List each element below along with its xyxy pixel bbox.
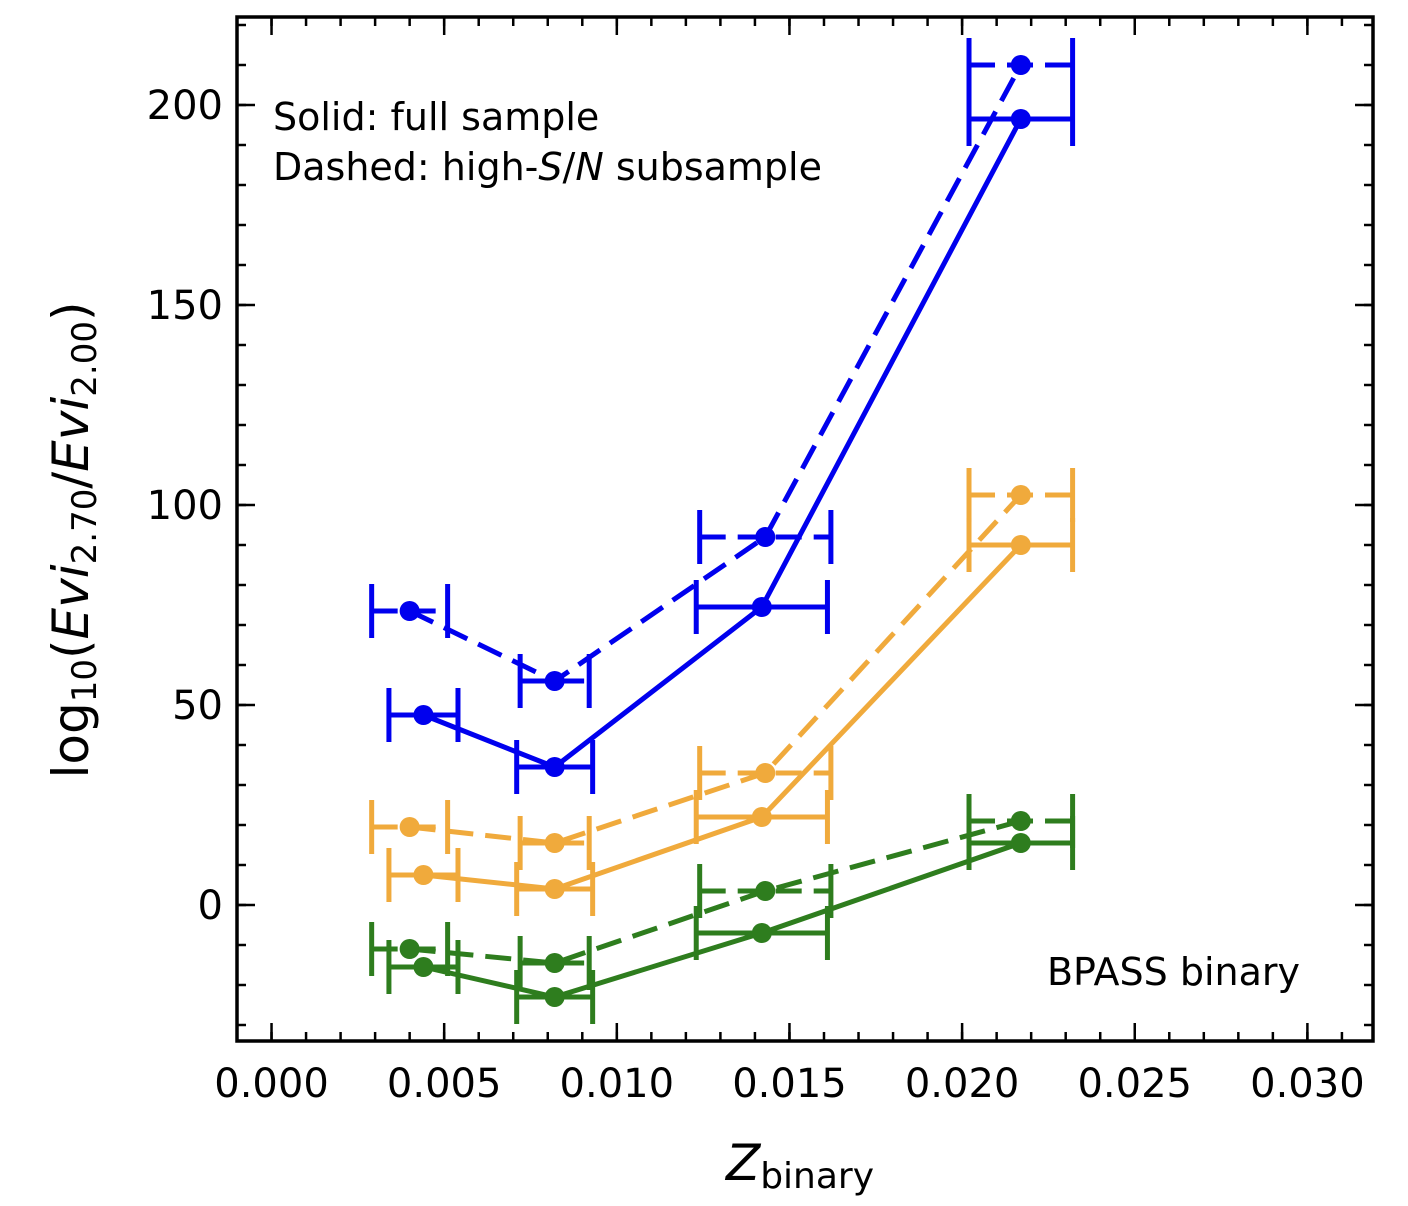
- data-point: [413, 957, 434, 977]
- x-tick-label: 0.015: [732, 1061, 847, 1107]
- y-tick-label: 150: [147, 283, 223, 329]
- data-point: [751, 597, 772, 617]
- series-line-blue-solid: [422, 117, 1024, 770]
- series-orange-solid: [386, 518, 1076, 916]
- annotation-model-name: BPASS binary: [1047, 950, 1300, 994]
- y-tick-label: 200: [147, 83, 223, 129]
- y-title-den-sub: 2.00: [65, 321, 105, 397]
- y-title-open: (: [42, 639, 100, 659]
- data-point: [544, 987, 565, 1007]
- series-orange-dashed: [369, 468, 1076, 870]
- series-line-orange-solid: [423, 543, 1023, 892]
- legend-line2-n: N: [575, 145, 603, 189]
- data-point: [544, 671, 565, 691]
- y-title-close: ): [42, 302, 100, 322]
- y-tick-labels: 0 50 100 150 200: [147, 83, 223, 929]
- y-title-num-sub: 2.70: [65, 489, 105, 565]
- legend-line2-slash: /: [563, 145, 576, 189]
- annotation-legend-line1: Solid: full sample: [273, 95, 599, 139]
- x-axis-title: Zbinary: [724, 1134, 874, 1197]
- legend-line2-b: subsample: [604, 145, 822, 189]
- data-point: [1010, 833, 1031, 853]
- y-title-slash: /: [42, 472, 100, 489]
- data-point: [1010, 485, 1031, 505]
- annotation-legend-line2: Dashed: high-S/N subsample: [273, 145, 822, 189]
- data-point: [544, 879, 565, 899]
- data-point: [544, 757, 565, 777]
- y-title-log-sub: 10: [65, 659, 105, 702]
- data-point: [1010, 535, 1031, 555]
- series-blue-dashed: [369, 38, 1076, 708]
- y-title-log: log: [42, 702, 100, 778]
- data-point: [755, 881, 776, 901]
- y-title-num: Evi: [42, 564, 100, 639]
- series-line-green-dashed: [409, 818, 1022, 966]
- x-tick-label: 0.010: [560, 1061, 675, 1107]
- plot-frame: [235, 15, 1375, 1043]
- series-line-orange-dashed: [409, 493, 1023, 846]
- data-point: [413, 865, 434, 885]
- data-point: [399, 601, 420, 621]
- x-tick-label: 0.005: [387, 1061, 502, 1107]
- series-blue-solid: [386, 92, 1076, 794]
- data-point: [399, 939, 420, 959]
- y-tick-label: 100: [147, 483, 223, 529]
- data-point: [544, 953, 565, 973]
- x-tick-label: 0.025: [1077, 1061, 1192, 1107]
- legend-line2-s: S: [538, 145, 562, 189]
- x-tick-labels: 0.000 0.005 0.010 0.015 0.020 0.025 0.030: [214, 1061, 1364, 1107]
- legend-line2-a: Dashed: high-: [273, 145, 538, 189]
- data-point: [413, 705, 434, 725]
- data-point: [544, 833, 565, 853]
- x-tick-label: 0.020: [905, 1061, 1020, 1107]
- series-line-green-solid: [422, 840, 1022, 1000]
- y-title-den: Evi: [42, 397, 100, 472]
- y-axis-title: log10(Evi2.70/Evi2.00): [42, 302, 105, 779]
- y-tick-label: 50: [172, 683, 223, 729]
- data-point: [1010, 109, 1031, 129]
- data-point: [755, 763, 776, 783]
- data-point: [1010, 55, 1031, 75]
- data-point: [399, 817, 420, 837]
- data-point: [755, 527, 776, 547]
- series-green-dashed: [369, 794, 1076, 990]
- data-point: [751, 807, 772, 827]
- x-axis-title-sub: binary: [760, 1156, 874, 1197]
- x-tick-label: 0.000: [214, 1061, 329, 1107]
- data-point: [751, 923, 772, 943]
- y-tick-label: 0: [198, 883, 223, 929]
- x-axis-title-main: Z: [724, 1134, 762, 1192]
- plot-series: [369, 38, 1076, 1024]
- series-line-blue-dashed: [408, 63, 1024, 684]
- data-point: [1010, 811, 1031, 831]
- x-tick-label: 0.030: [1250, 1061, 1365, 1107]
- series-green-solid: [386, 816, 1076, 1024]
